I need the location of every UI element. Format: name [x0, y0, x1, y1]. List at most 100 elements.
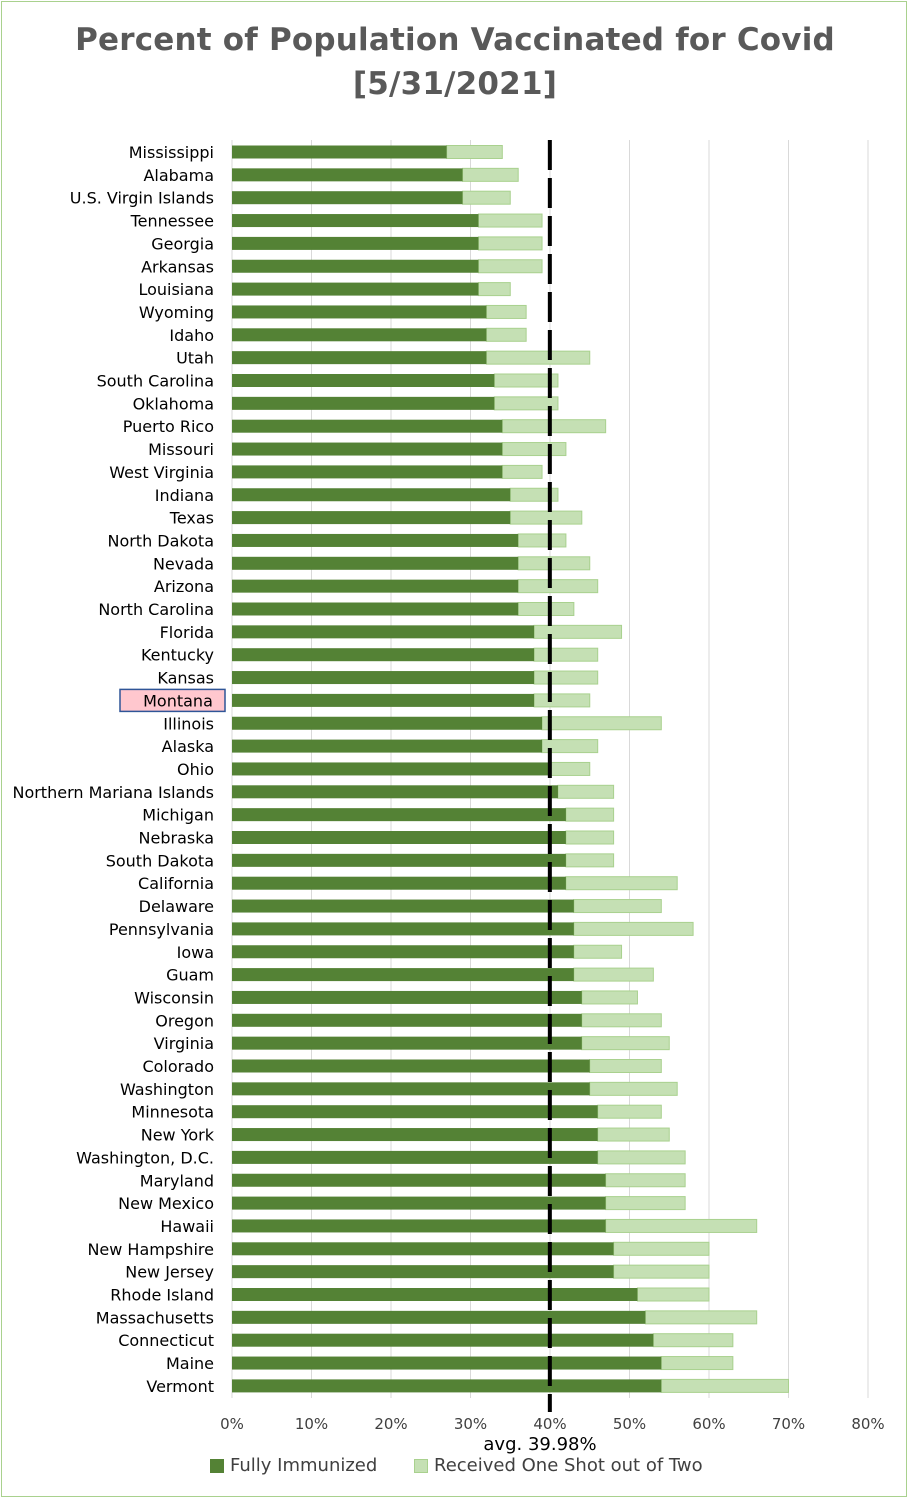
- bar-fully-immunized: [232, 762, 550, 776]
- bar-fully-immunized: [232, 168, 463, 182]
- bar-fully-immunized: [232, 1219, 606, 1233]
- bar-one-shot: [573, 944, 623, 959]
- bar-one-shot: [613, 1241, 710, 1256]
- bar-one-shot: [589, 1059, 662, 1073]
- bar-fully-immunized: [232, 968, 574, 982]
- bar-fully-immunized: [232, 1036, 582, 1050]
- category-label: New Jersey: [125, 1263, 214, 1282]
- bar-one-shot: [597, 1150, 686, 1165]
- bar-one-shot: [573, 899, 662, 914]
- bar-fully-immunized: [232, 191, 463, 205]
- bar-fully-immunized: [232, 259, 479, 273]
- category-label: Missouri: [148, 440, 214, 459]
- bar-fully-immunized: [232, 899, 574, 913]
- category-label: South Carolina: [97, 372, 214, 391]
- bar-one-shot: [462, 190, 511, 205]
- bar-fully-immunized: [232, 625, 535, 639]
- bar-fully-immunized: [232, 351, 487, 365]
- x-tick-label: 80%: [851, 1415, 884, 1433]
- category-label: South Dakota: [106, 851, 214, 870]
- category-label: Washington: [120, 1080, 214, 1099]
- category-label: Florida: [160, 623, 214, 642]
- category-label: Iowa: [177, 943, 214, 962]
- bar-one-shot: [501, 464, 543, 479]
- bar-one-shot: [565, 830, 615, 845]
- category-label: Guam: [166, 966, 214, 985]
- bar-one-shot: [636, 1287, 710, 1302]
- bar-one-shot: [533, 647, 599, 662]
- bar-fully-immunized: [232, 442, 503, 456]
- bar-fully-immunized: [232, 876, 566, 890]
- category-label: Nevada: [153, 554, 214, 573]
- x-tick-label: 70%: [772, 1415, 805, 1433]
- category-label: Alabama: [143, 166, 214, 185]
- bar-one-shot: [533, 693, 591, 708]
- bar-one-shot: [581, 990, 638, 1005]
- bar-one-shot: [477, 282, 511, 297]
- bar-one-shot: [573, 967, 654, 982]
- bar-fully-immunized: [232, 1356, 662, 1370]
- bar-fully-immunized: [232, 739, 543, 753]
- category-label: Kansas: [157, 669, 214, 688]
- bar-fully-immunized: [232, 511, 511, 525]
- bar-fully-immunized: [232, 396, 495, 410]
- bar-fully-immunized: [232, 282, 479, 296]
- bar-fully-immunized: [232, 716, 543, 730]
- bar-one-shot: [605, 1218, 758, 1233]
- bar-fully-immunized: [232, 1105, 598, 1119]
- legend: Fully Immunized Received One Shot out of…: [0, 1455, 910, 1479]
- category-label: Montana: [143, 691, 213, 710]
- category-label: Louisiana: [138, 280, 214, 299]
- category-label: North Carolina: [98, 600, 214, 619]
- category-label: Maine: [166, 1354, 214, 1373]
- bar-fully-immunized: [232, 465, 503, 479]
- category-label: Northern Mariana Islands: [12, 783, 214, 802]
- category-label: Hawaii: [160, 1217, 214, 1236]
- bar-one-shot: [605, 1196, 686, 1211]
- bar-one-shot: [509, 510, 583, 525]
- bar-one-shot: [613, 1264, 710, 1279]
- bar-one-shot: [477, 236, 543, 251]
- category-label: Maryland: [140, 1171, 214, 1190]
- bar-fully-immunized: [232, 145, 447, 159]
- category-label: Idaho: [169, 326, 214, 345]
- x-tick-label: 30%: [454, 1415, 487, 1433]
- bar-fully-immunized: [232, 488, 511, 502]
- category-label: Pennsylvania: [109, 920, 214, 939]
- category-label: Illinois: [163, 714, 214, 733]
- legend-swatch-full: [210, 1458, 224, 1473]
- bar-one-shot: [517, 556, 591, 571]
- category-label: Georgia: [151, 234, 214, 253]
- bar-fully-immunized: [232, 328, 487, 342]
- bar-fully-immunized: [232, 1173, 606, 1187]
- category-label: Connecticut: [118, 1331, 214, 1350]
- category-label: West Virginia: [109, 463, 214, 482]
- bar-fully-immunized: [232, 1379, 662, 1393]
- bar-one-shot: [541, 716, 662, 731]
- category-label: Alaska: [162, 737, 214, 756]
- category-label: Indiana: [155, 486, 214, 505]
- bar-fully-immunized: [232, 945, 574, 959]
- bar-one-shot: [462, 167, 519, 182]
- bar-fully-immunized: [232, 693, 535, 707]
- category-label: North Dakota: [107, 531, 214, 550]
- category-label: Tennessee: [130, 212, 214, 231]
- bar-one-shot: [565, 807, 615, 822]
- category-label: Wisconsin: [134, 988, 214, 1007]
- bar-one-shot: [597, 1127, 670, 1142]
- category-label: New Mexico: [118, 1194, 214, 1213]
- category-label: Arizona: [154, 577, 214, 596]
- bar-fully-immunized: [232, 1310, 646, 1324]
- bar-one-shot: [477, 213, 543, 228]
- bar-one-shot: [485, 304, 527, 319]
- bar-fully-immunized: [232, 305, 487, 319]
- category-label: U.S. Virgin Islands: [70, 189, 214, 208]
- bar-fully-immunized: [232, 922, 574, 936]
- legend-swatch-partial: [414, 1458, 428, 1473]
- bar-one-shot: [573, 921, 694, 936]
- bar-one-shot: [477, 259, 543, 274]
- category-label: Ohio: [177, 760, 214, 779]
- x-tick-label: 20%: [374, 1415, 407, 1433]
- legend-item-partial: Received One Shot out of Two: [414, 1455, 703, 1476]
